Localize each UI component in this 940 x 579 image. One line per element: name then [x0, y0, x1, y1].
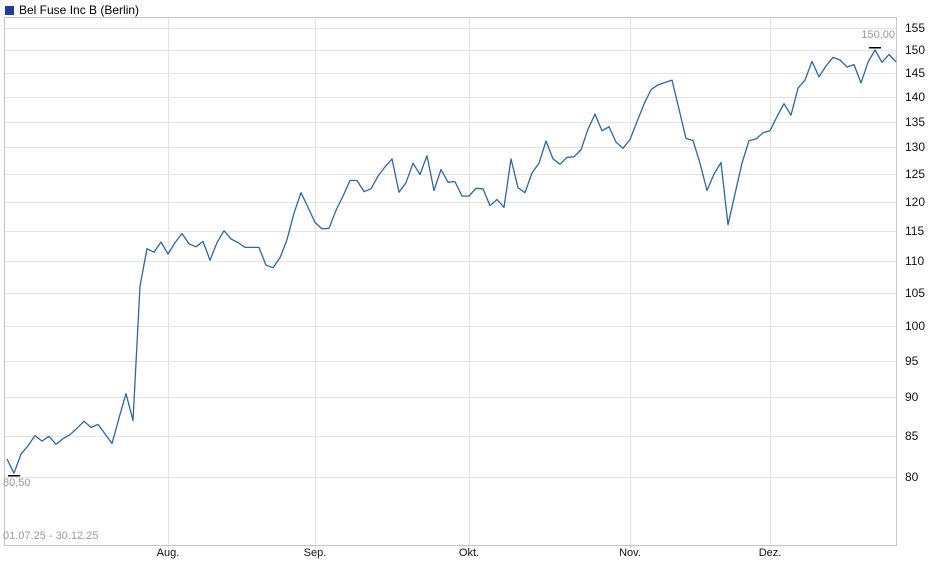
y-tick-label: 90 — [905, 390, 919, 404]
price-line — [6, 49, 897, 474]
y-tick-label: 85 — [905, 429, 919, 443]
y-tick-label: 80 — [905, 470, 919, 484]
y-tick-label: 135 — [905, 115, 926, 129]
y-tick-label: 145 — [905, 66, 926, 80]
x-tick-label: Okt. — [458, 547, 480, 559]
low-price-label: 80,50 — [3, 477, 31, 489]
y-tick-label: 150 — [905, 43, 926, 57]
legend-swatch-icon — [5, 6, 14, 15]
y-tick-label: 155 — [905, 21, 926, 35]
y-tick-label: 120 — [905, 195, 926, 209]
y-tick-label: 130 — [905, 140, 926, 154]
y-tick-label: 95 — [905, 354, 919, 368]
y-tick-label: 115 — [905, 224, 925, 238]
plot-border — [4, 17, 897, 546]
legend: Bel Fuse Inc B (Berlin) — [5, 3, 139, 17]
y-tick-label: 105 — [905, 286, 926, 300]
x-tick-label: Aug. — [156, 547, 180, 559]
y-tick-label: 140 — [905, 90, 926, 104]
date-range-label: 01.07.25 - 30.12.25 — [3, 530, 99, 542]
y-tick-label: 100 — [905, 319, 926, 333]
x-tick-label: Nov. — [619, 547, 641, 559]
high-price-label: 150,00 — [861, 29, 895, 41]
y-tick-label: 125 — [905, 167, 926, 181]
chart-title: Bel Fuse Inc B (Berlin) — [19, 3, 140, 17]
y-tick-label: 110 — [905, 254, 925, 268]
x-tick-label: Dez. — [758, 547, 782, 559]
x-tick-label: Sep. — [303, 547, 327, 559]
